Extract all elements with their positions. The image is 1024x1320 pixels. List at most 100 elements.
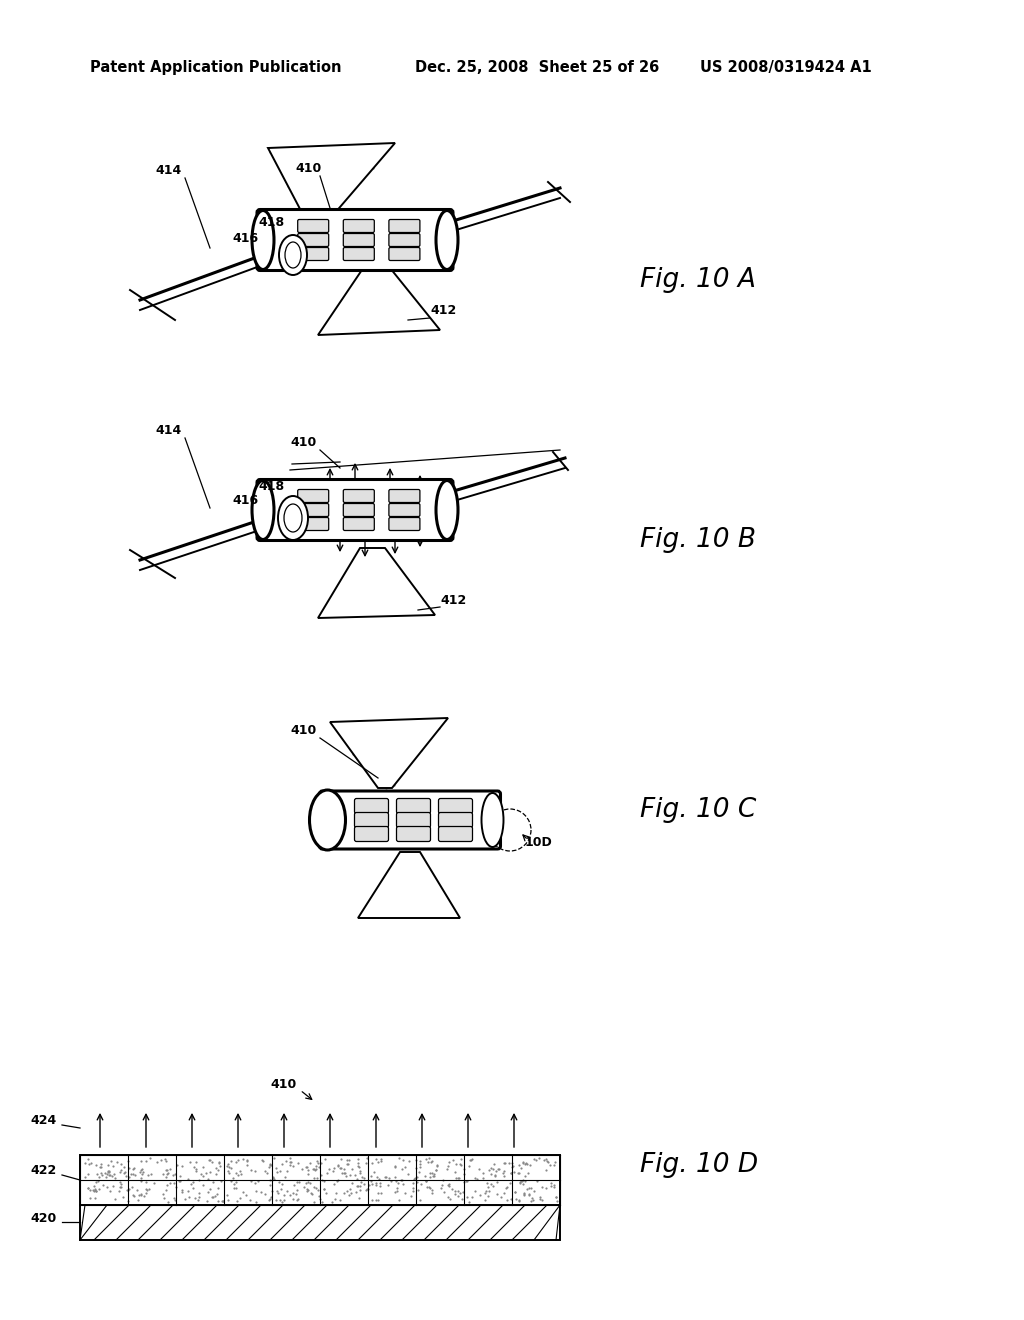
Point — [340, 1154, 356, 1175]
Point — [306, 160, 323, 181]
Point — [517, 1154, 534, 1175]
Point — [408, 718, 424, 739]
FancyBboxPatch shape — [396, 826, 430, 842]
Point — [470, 1158, 486, 1179]
Point — [112, 1162, 128, 1183]
Point — [267, 1189, 284, 1210]
Point — [457, 1159, 473, 1180]
Point — [376, 752, 392, 774]
Point — [406, 743, 422, 764]
Ellipse shape — [279, 235, 307, 275]
Point — [332, 181, 348, 202]
Point — [81, 1154, 97, 1175]
Point — [372, 758, 388, 779]
Point — [454, 1188, 470, 1209]
Point — [392, 1170, 409, 1191]
Point — [388, 1170, 404, 1191]
Point — [503, 1163, 519, 1184]
Point — [393, 743, 410, 764]
Point — [450, 1167, 466, 1188]
Text: 10D: 10D — [525, 836, 553, 849]
Point — [289, 1189, 305, 1210]
Point — [427, 714, 443, 735]
Point — [202, 1162, 218, 1183]
Point — [489, 1159, 506, 1180]
Point — [270, 153, 287, 174]
Point — [302, 1152, 318, 1173]
Point — [429, 1155, 445, 1176]
Point — [515, 1173, 531, 1195]
Point — [120, 1191, 136, 1212]
Point — [309, 1180, 326, 1201]
Point — [195, 1166, 211, 1187]
Point — [296, 180, 312, 201]
Point — [497, 1166, 513, 1187]
Point — [289, 1179, 305, 1200]
Point — [381, 743, 397, 764]
Point — [208, 1158, 224, 1179]
Point — [359, 148, 376, 169]
Point — [505, 1155, 521, 1176]
Point — [397, 729, 414, 750]
Point — [447, 1168, 464, 1189]
Point — [170, 1171, 186, 1192]
Point — [153, 1150, 169, 1171]
Point — [459, 1187, 475, 1208]
Point — [195, 1175, 211, 1196]
Point — [290, 160, 306, 181]
Point — [86, 1180, 102, 1201]
Point — [233, 1163, 250, 1184]
Point — [309, 157, 326, 178]
Point — [315, 173, 332, 194]
Point — [296, 145, 312, 166]
Point — [403, 713, 420, 734]
Point — [157, 1148, 173, 1170]
Point — [464, 1187, 480, 1208]
Point — [264, 1170, 281, 1191]
Point — [386, 741, 402, 762]
Ellipse shape — [284, 504, 302, 532]
Point — [268, 149, 285, 170]
Point — [200, 1191, 216, 1212]
Point — [360, 738, 377, 759]
Point — [305, 1159, 322, 1180]
Point — [133, 1171, 150, 1192]
Point — [120, 1179, 136, 1200]
Point — [413, 1173, 429, 1195]
Point — [322, 198, 338, 219]
Point — [303, 205, 319, 226]
Point — [377, 713, 393, 734]
Point — [478, 1172, 495, 1193]
Text: Patent Application Publication: Patent Application Publication — [90, 59, 341, 75]
Point — [416, 733, 432, 754]
Point — [510, 1163, 526, 1184]
Point — [278, 1167, 294, 1188]
Point — [305, 1176, 322, 1197]
Point — [191, 1170, 208, 1191]
Point — [211, 1152, 227, 1173]
Point — [381, 770, 397, 791]
Point — [211, 1155, 227, 1176]
Point — [359, 141, 376, 162]
Point — [402, 737, 419, 758]
Point — [352, 1176, 369, 1197]
Point — [291, 1171, 307, 1192]
Point — [314, 186, 331, 207]
Point — [333, 145, 349, 166]
Point — [340, 729, 356, 750]
Point — [393, 738, 410, 759]
Point — [272, 1179, 289, 1200]
Point — [332, 718, 348, 739]
Point — [425, 1166, 441, 1187]
Point — [307, 211, 324, 232]
Text: Dec. 25, 2008  Sheet 25 of 26: Dec. 25, 2008 Sheet 25 of 26 — [415, 59, 659, 75]
Point — [399, 715, 416, 737]
Point — [337, 1163, 353, 1184]
Point — [520, 1177, 537, 1199]
Point — [349, 1175, 366, 1196]
Point — [349, 1168, 366, 1189]
FancyBboxPatch shape — [319, 791, 501, 849]
Point — [328, 1188, 344, 1209]
Point — [307, 216, 324, 238]
Text: US 2008/0319424 A1: US 2008/0319424 A1 — [700, 59, 871, 75]
